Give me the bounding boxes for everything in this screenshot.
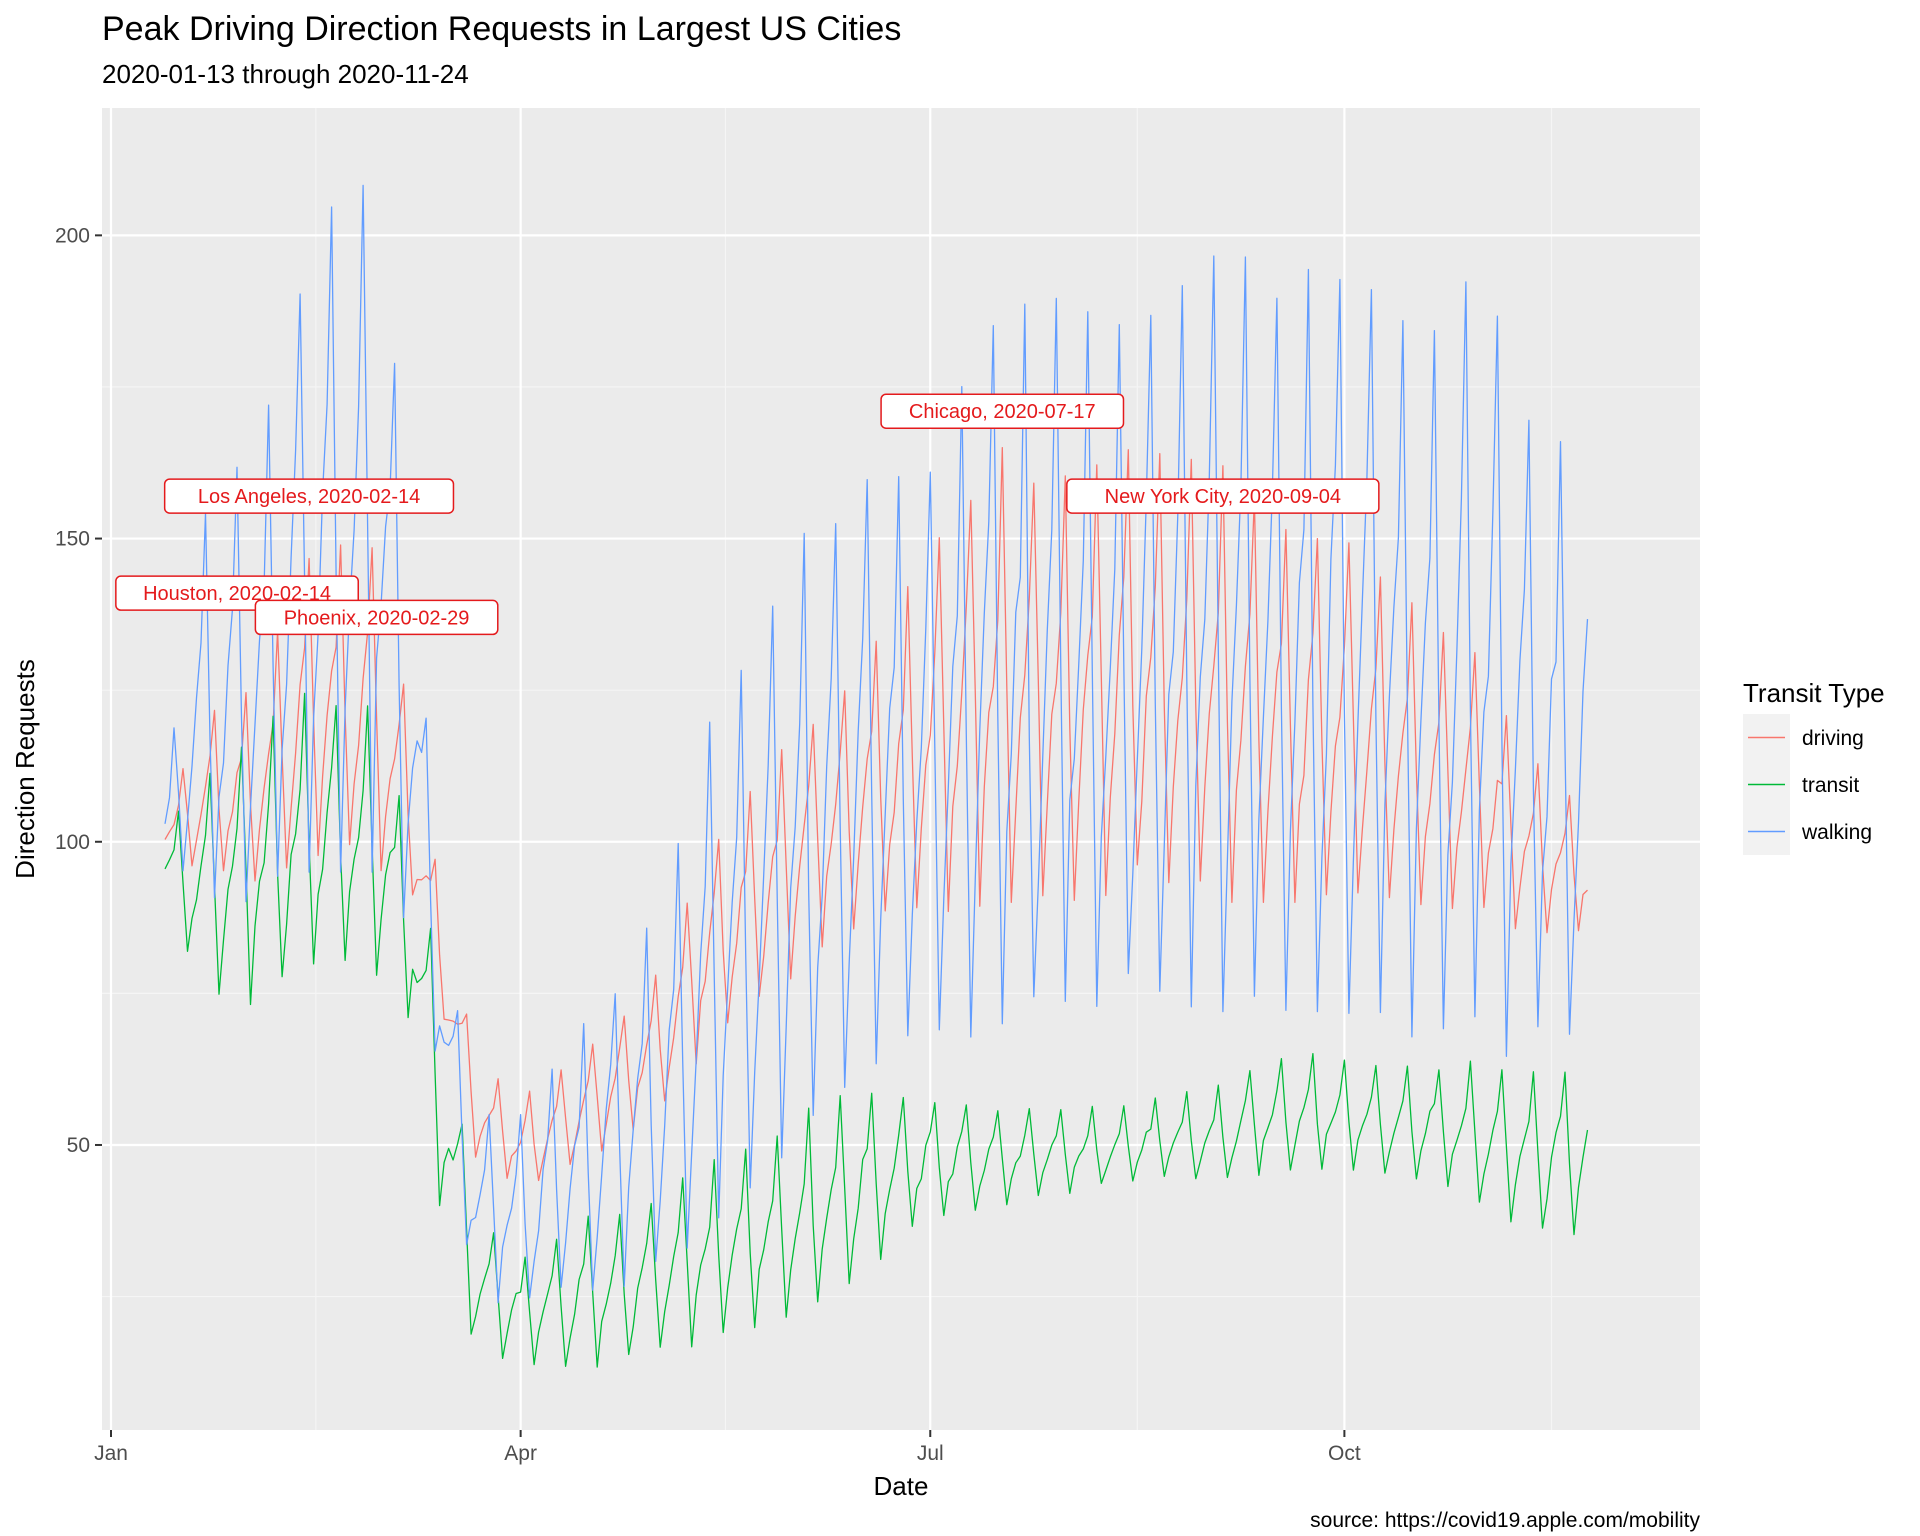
x-tick-label: Apr [504,1442,537,1465]
x-axis-label: Date [874,1471,929,1501]
annotation: Chicago, 2020-07-17 [880,393,1125,429]
series-line-driving [164,446,1588,1182]
x-tick-label: Oct [1328,1442,1361,1465]
annotation-label: New York City, 2020-09-04 [1105,486,1341,508]
chart-subtitle: 2020-01-13 through 2020-11-24 [102,59,469,89]
series-line-walking [164,184,1589,1304]
annotation-box [254,599,499,636]
chart-title: Peak Driving Direction Requests in Large… [102,10,901,48]
annotation-label: Phoenix, 2020-02-29 [284,607,470,629]
annotation-box [880,393,1125,429]
y-tick-label: 200 [55,224,90,247]
y-axis: 50 100 150 200 [55,224,102,1157]
y-tick-label: 150 [55,528,90,551]
x-tick-label: Jul [917,1442,944,1465]
annotation-layer: Houston, 2020-02-14 Los Angeles, 2020-02-… [115,393,1380,636]
plot-panel [102,108,1700,1430]
legend: Transit Type driving transit walking [1743,678,1885,855]
y-axis-label: Direction Requests [10,659,40,879]
series-layer [164,184,1589,1368]
x-tick-label: Jan [94,1442,128,1465]
chart-caption: source: https://covid19.apple.com/mobili… [1310,1509,1700,1532]
y-tick-label: 100 [55,831,90,854]
annotation-box [1066,478,1380,514]
legend-label: driving [1802,727,1864,750]
annotation: Los Angeles, 2020-02-14 [163,478,455,514]
annotation-label: Houston, 2020-02-14 [143,583,331,605]
annotation-label: Chicago, 2020-07-17 [909,401,1096,423]
legend-items: driving transit walking [1743,714,1872,855]
annotation: Phoenix, 2020-02-29 [254,599,499,636]
series-line-transit [164,692,1589,1368]
legend-label: transit [1802,774,1859,797]
x-axis: Jan Apr Jul Oct [94,1430,1361,1465]
legend-label: walking [1801,821,1872,844]
annotation-label: Los Angeles, 2020-02-14 [198,486,420,508]
y-tick-label: 50 [67,1134,90,1157]
annotation-box [163,478,455,514]
legend-title: Transit Type [1743,678,1885,708]
annotation: New York City, 2020-09-04 [1066,478,1380,514]
